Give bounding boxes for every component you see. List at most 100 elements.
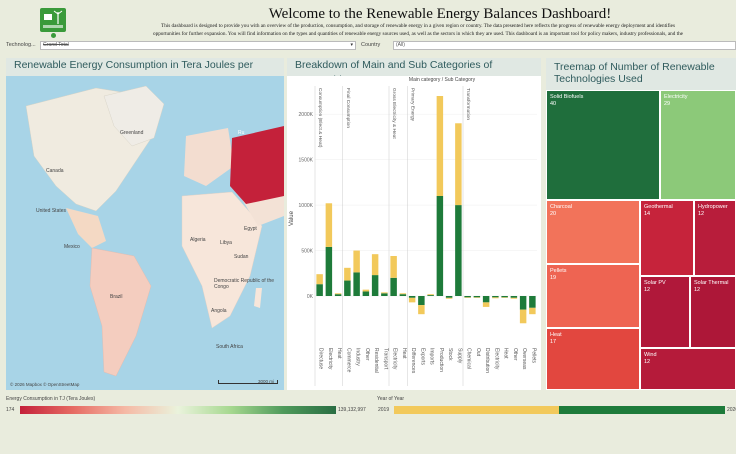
- bar-segment[interactable]: [464, 297, 471, 298]
- consumption-legend-max: 139,132,997: [338, 407, 366, 413]
- bar-segment[interactable]: [418, 296, 425, 306]
- bar-segment[interactable]: [482, 302, 490, 307]
- x-tick-label: Electricity: [392, 348, 398, 370]
- bar-segment[interactable]: [344, 267, 351, 281]
- bar-segment[interactable]: [381, 292, 388, 294]
- bar-segment[interactable]: [353, 272, 360, 296]
- treemap-tile[interactable]: Solar PV 12: [640, 276, 690, 348]
- bar-segment[interactable]: [334, 294, 342, 296]
- bar-segment[interactable]: [501, 297, 508, 298]
- bar-segment[interactable]: [473, 296, 481, 298]
- treemap-tile[interactable]: Solar Thermal 12: [690, 276, 736, 348]
- bar-segment[interactable]: [427, 295, 434, 296]
- country-filter-label: Country: [361, 42, 381, 48]
- bar-segment[interactable]: [445, 297, 453, 299]
- x-tick-label: Electricity: [327, 348, 333, 370]
- bar-segment[interactable]: [390, 256, 397, 278]
- country-select[interactable]: (All): [393, 41, 736, 50]
- group-label: Consumption (Elect.& Heat): [317, 88, 323, 148]
- year-legend-title: Year of Year: [377, 396, 405, 402]
- wind-solar-logo-icon: [40, 8, 66, 32]
- bar-segment[interactable]: [334, 293, 342, 295]
- map-label-angola: Angola: [211, 308, 227, 314]
- consumption-color-legend: [20, 406, 336, 414]
- bar-segment[interactable]: [325, 203, 333, 247]
- y-tick-label: 1500K: [299, 158, 314, 164]
- x-tick-label: Electricity: [493, 348, 499, 370]
- map-label-dr-congo: Democratic Republic of the Congo: [214, 278, 275, 290]
- treemap-tile[interactable]: Hydropower 12: [694, 200, 736, 276]
- treemap-tile[interactable]: Electricity 29: [660, 90, 736, 200]
- x-tick-label: Stock: [447, 348, 453, 361]
- world-map[interactable]: Greenland Canada United States Mexico Br…: [6, 76, 284, 390]
- bar-segment[interactable]: [408, 297, 416, 303]
- bar-segment[interactable]: [390, 277, 397, 296]
- bar-segment[interactable]: [455, 205, 462, 296]
- map-label-russia: Ru: [238, 130, 245, 136]
- treemap-tile[interactable]: Geothermal 14: [640, 200, 694, 276]
- category-bar-chart[interactable]: Main category / Sub Category 2000K 1500K 1…: [287, 76, 541, 390]
- bar-segment[interactable]: [316, 274, 323, 285]
- bar-segment[interactable]: [464, 296, 471, 298]
- year-legend-start: 2019: [378, 407, 390, 413]
- bar-segment[interactable]: [399, 294, 407, 296]
- bar-segment[interactable]: [353, 250, 360, 273]
- x-tick-label: Out: [475, 348, 481, 357]
- map-label-sudan: Sudan: [234, 254, 249, 260]
- bar-segment[interactable]: [418, 305, 425, 315]
- bar-segment[interactable]: [455, 123, 462, 206]
- map-label-united-states: United States: [36, 208, 67, 214]
- consumption-legend-min: 174: [6, 407, 15, 413]
- bar-segment[interactable]: [510, 297, 518, 299]
- bar-segment[interactable]: [316, 284, 323, 296]
- x-tick-label: Differences: [410, 348, 416, 374]
- bar-segment[interactable]: [482, 296, 490, 303]
- x-tick-label: Directuse: [318, 348, 324, 369]
- group-label: Transformation: [465, 88, 471, 120]
- treemap-tile[interactable]: Pellets 19: [546, 264, 640, 328]
- bar-segment[interactable]: [344, 280, 351, 296]
- bar-segment[interactable]: [519, 309, 527, 324]
- bar-segment[interactable]: [519, 296, 527, 310]
- chart-header: Main category / Sub Category: [408, 77, 476, 83]
- bar-segment[interactable]: [492, 297, 499, 299]
- bar-segment[interactable]: [529, 307, 536, 315]
- map-scale-bar: [218, 380, 278, 384]
- bar-segment[interactable]: [408, 296, 416, 298]
- treemap-tile[interactable]: Charcoal 20: [546, 200, 640, 264]
- chevron-down-icon: ▾: [350, 42, 353, 48]
- technology-select[interactable]: Grand Total ▾: [40, 41, 356, 50]
- bar-segment[interactable]: [492, 296, 499, 298]
- y-tick-label: 0K: [307, 294, 314, 300]
- bar-segment[interactable]: [381, 293, 388, 296]
- bar-segment[interactable]: [473, 297, 481, 298]
- logo-marker-icon: [51, 33, 56, 38]
- bar-segment[interactable]: [371, 254, 379, 276]
- map-label-libya: Libya: [220, 240, 232, 246]
- treemap-tile[interactable]: Wind 12: [640, 348, 736, 390]
- bar-segment[interactable]: [529, 296, 536, 308]
- y-tick-label: 2000K: [299, 112, 314, 118]
- bar-segment[interactable]: [436, 196, 444, 296]
- bar-segment[interactable]: [325, 246, 333, 296]
- year-2019-swatch: [394, 406, 559, 414]
- technology-treemap[interactable]: Solid Biofuels 40 Electricity 29 Charcoal 2…: [546, 90, 736, 390]
- map-label-algeria: Algeria: [190, 237, 206, 243]
- bar-segment[interactable]: [362, 289, 370, 292]
- bar-segment[interactable]: [362, 291, 370, 296]
- x-tick-label: Production: [438, 348, 444, 372]
- bar-segment[interactable]: [436, 96, 444, 196]
- treemap-panel-title: Treemap of Number of Renewable Technolog…: [546, 58, 736, 90]
- x-tick-label: Pellets: [530, 348, 536, 364]
- bar-segment[interactable]: [371, 275, 379, 296]
- bar-segment[interactable]: [510, 296, 518, 298]
- year-2020-swatch: [559, 406, 725, 414]
- dashboard-description: This dashboard is designed to provide yo…: [153, 23, 683, 37]
- bar-segment[interactable]: [501, 296, 508, 298]
- bar-segment[interactable]: [399, 293, 407, 295]
- treemap-tile[interactable]: Heat 17: [546, 328, 640, 390]
- bar-segment[interactable]: [427, 294, 434, 296]
- y-tick-label: 1000K: [299, 203, 314, 209]
- treemap-tile[interactable]: Solid Biofuels 40: [546, 90, 660, 200]
- bar-segment[interactable]: [445, 296, 453, 298]
